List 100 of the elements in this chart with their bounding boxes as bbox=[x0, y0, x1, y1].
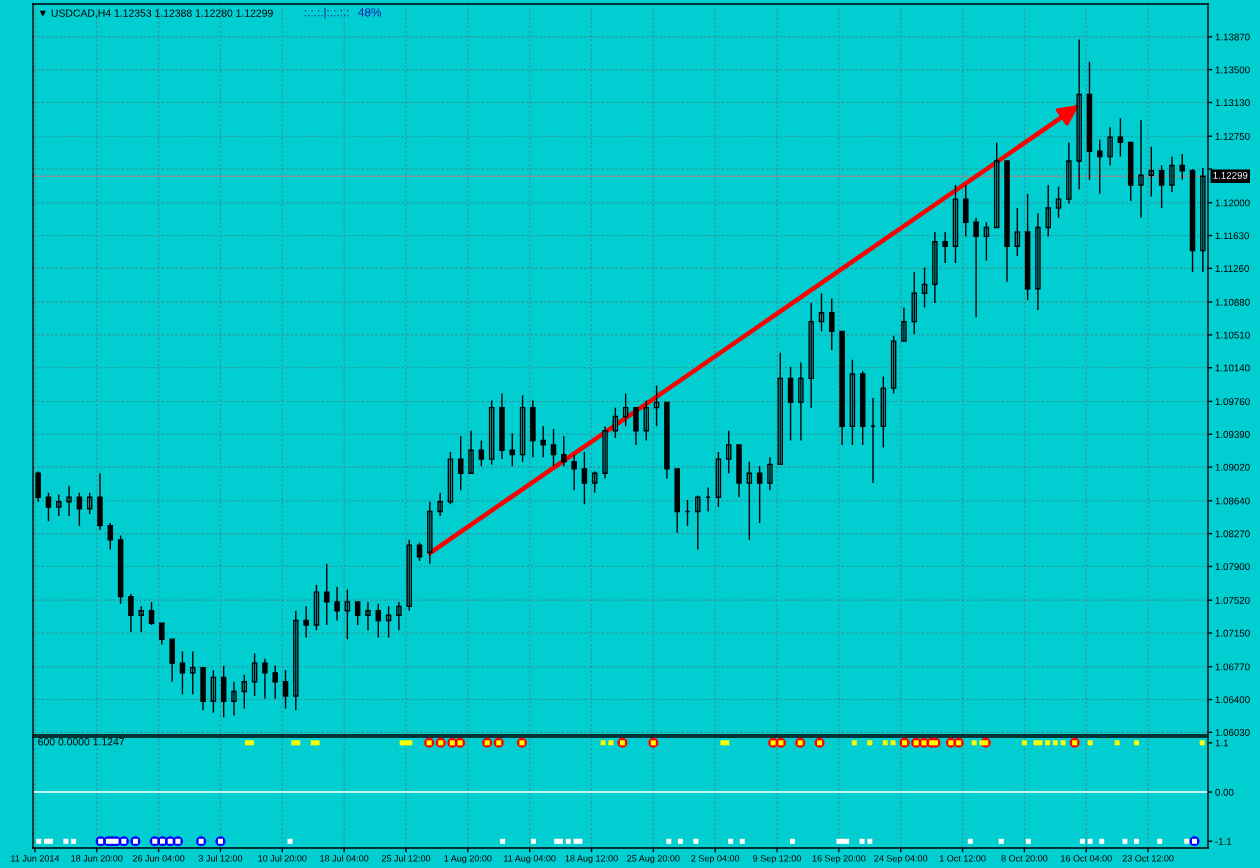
candlestick bbox=[1117, 117, 1124, 158]
candlestick bbox=[736, 444, 742, 498]
candlestick bbox=[159, 622, 165, 646]
candlestick bbox=[231, 681, 237, 717]
candlestick bbox=[45, 492, 52, 522]
y-tick-label: 1.12000 bbox=[1215, 199, 1250, 207]
candlestick bbox=[633, 406, 639, 446]
y-tick-label: 1.07520 bbox=[1215, 596, 1250, 604]
y-tick-label: 1.09390 bbox=[1215, 430, 1250, 438]
y-tick-label: 1.09760 bbox=[1215, 398, 1250, 406]
candlestick bbox=[241, 673, 248, 710]
candlestick bbox=[602, 425, 608, 480]
candlestick bbox=[787, 366, 794, 442]
candlestick bbox=[530, 399, 536, 459]
candlestick bbox=[282, 669, 289, 710]
x-tick-label: 9 Sep 12:00 bbox=[753, 855, 802, 864]
candlestick bbox=[1055, 186, 1062, 219]
candlestick bbox=[1045, 184, 1051, 238]
candlestick bbox=[1004, 160, 1010, 283]
candlestick bbox=[1138, 119, 1144, 219]
y-tick-label: 1.13500 bbox=[1215, 66, 1250, 74]
candlestick bbox=[128, 593, 134, 633]
candlestick bbox=[499, 392, 505, 460]
candlestick bbox=[303, 605, 309, 639]
y-tick-label: 1.06030 bbox=[1215, 729, 1250, 736]
candlestick bbox=[756, 465, 763, 524]
candlestick bbox=[829, 297, 835, 351]
x-tick-label: 24 Sep 04:00 bbox=[874, 855, 928, 864]
candlestick bbox=[705, 486, 711, 513]
candlestick bbox=[767, 456, 773, 491]
y-tick-label: 1.08270 bbox=[1215, 530, 1250, 538]
x-tick-label: 18 Jul 04:00 bbox=[320, 854, 369, 862]
candlestick bbox=[344, 588, 351, 640]
candlestick bbox=[1169, 155, 1175, 193]
y-tick-label: 1.08640 bbox=[1215, 497, 1250, 505]
candlestick bbox=[375, 603, 382, 639]
candlestick bbox=[963, 184, 969, 238]
candlestick bbox=[1076, 38, 1082, 191]
candlestick bbox=[437, 492, 443, 517]
candlestick bbox=[509, 432, 516, 467]
candlestick bbox=[1066, 141, 1072, 205]
candlestick bbox=[684, 499, 691, 527]
candlestick bbox=[664, 401, 670, 480]
x-tick-label: 1 Aug 20:00 bbox=[444, 855, 492, 864]
y-tick-label: 1.10140 bbox=[1215, 364, 1250, 372]
candlestick bbox=[622, 392, 629, 427]
y-tick-label: 0.00 bbox=[1215, 788, 1234, 796]
annotation: 48% bbox=[358, 8, 382, 17]
candlestick bbox=[66, 485, 72, 517]
y-tick-label: 1.12750 bbox=[1215, 132, 1250, 140]
y-tick-label: 1.10880 bbox=[1215, 298, 1250, 306]
y-tick-label: 1.09020 bbox=[1215, 463, 1250, 471]
chart-title: 600 0.0000 1.1247 bbox=[38, 738, 125, 746]
candlestick bbox=[406, 539, 412, 612]
annotation: :.:.:.|:.:.:.: bbox=[304, 7, 349, 19]
x-tick-label: 16 Sep 20:00 bbox=[812, 855, 866, 864]
candlestick bbox=[427, 500, 433, 565]
candlestick bbox=[169, 638, 175, 683]
candlestick bbox=[911, 271, 918, 335]
y-tick-label: 1.07150 bbox=[1215, 629, 1250, 637]
candlestick bbox=[1097, 139, 1103, 195]
x-tick-label: 2 Sep 04:00 bbox=[691, 855, 740, 864]
x-tick-label: 26 Jun 04:00 bbox=[132, 855, 185, 862]
candlestick bbox=[468, 430, 474, 474]
candlestick bbox=[653, 384, 660, 427]
y-tick-label: 1.07900 bbox=[1215, 563, 1250, 571]
candlestick bbox=[334, 586, 340, 622]
x-tick-label: 3 Jul 12:00 bbox=[198, 854, 243, 862]
x-tick-label: 25 Jul 12:00 bbox=[381, 854, 431, 862]
candlestick bbox=[932, 231, 938, 304]
candlestick bbox=[695, 494, 701, 551]
ref-line-label: 1.12299 bbox=[1213, 171, 1248, 179]
candlestick bbox=[746, 461, 753, 541]
candlestick bbox=[396, 601, 402, 632]
candlestick bbox=[571, 453, 577, 491]
candlestick bbox=[973, 217, 979, 318]
candlestick bbox=[138, 605, 144, 633]
candlestick bbox=[581, 451, 588, 506]
candlestick bbox=[323, 563, 330, 626]
candlestick bbox=[674, 468, 680, 534]
candlestick bbox=[200, 666, 206, 711]
candlestick bbox=[725, 430, 732, 474]
candlestick bbox=[1014, 207, 1021, 257]
candlestick bbox=[190, 650, 196, 695]
candlestick bbox=[478, 439, 485, 467]
y-tick-label: 1.06400 bbox=[1215, 696, 1250, 704]
candlestick bbox=[1179, 153, 1185, 181]
y-tick-label: 1.13130 bbox=[1215, 99, 1250, 107]
candlestick bbox=[561, 435, 567, 467]
candlestick bbox=[901, 306, 907, 342]
candlestick bbox=[179, 650, 186, 695]
x-tick-label: 23 Oct 12:00 bbox=[1122, 855, 1174, 862]
candlestick bbox=[1148, 146, 1155, 198]
candlestick bbox=[385, 605, 392, 639]
y-tick-label: 1.11630 bbox=[1215, 232, 1249, 240]
y-tick-label: 1.06770 bbox=[1215, 663, 1250, 671]
candlestick bbox=[798, 361, 804, 442]
candlestick bbox=[272, 665, 278, 700]
candlestick bbox=[97, 472, 103, 531]
candlestick bbox=[262, 658, 268, 700]
